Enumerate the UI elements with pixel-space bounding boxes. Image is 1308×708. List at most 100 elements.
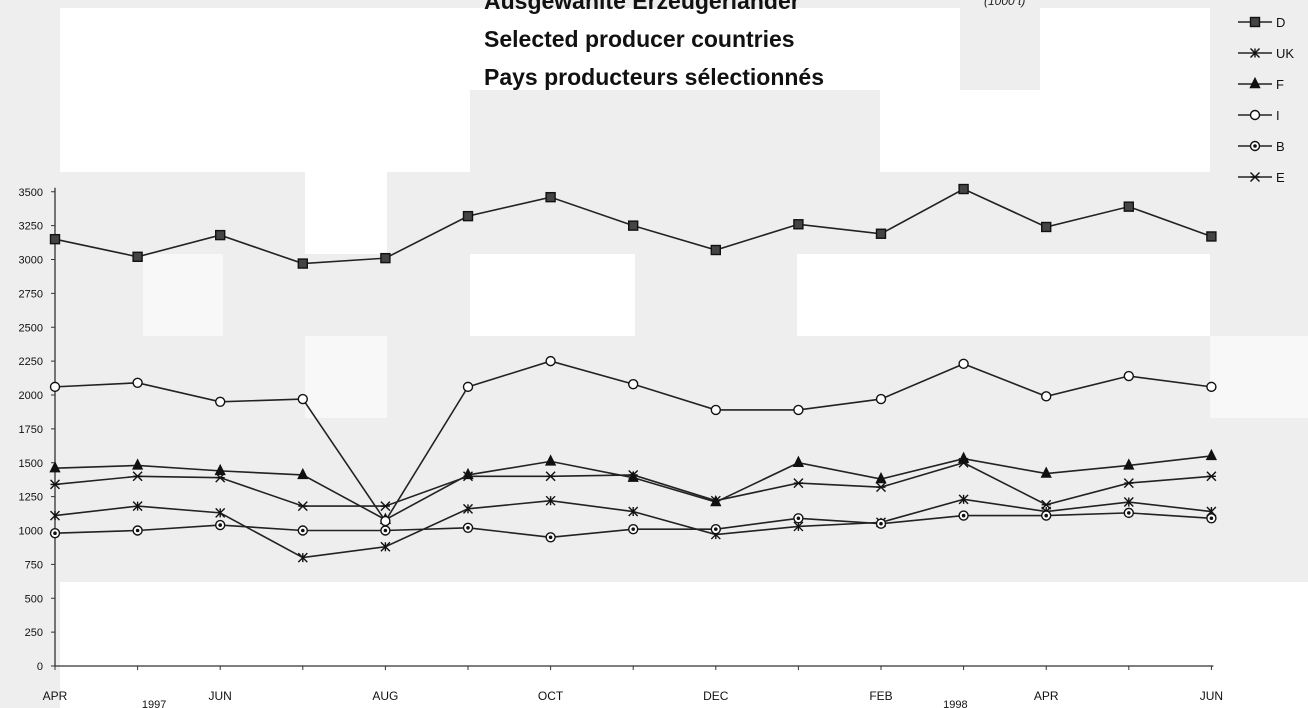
- data-point: [710, 404, 721, 416]
- data-point: [1250, 48, 1260, 58]
- x-tick-label: AUG: [372, 689, 398, 703]
- data-point: [214, 463, 226, 476]
- data-point: [628, 378, 639, 390]
- data-point: [710, 244, 721, 256]
- legend-label: E: [1276, 170, 1285, 185]
- data-point: [380, 501, 391, 512]
- data-point: [214, 519, 226, 531]
- data-point: [1123, 478, 1134, 489]
- data-point: [793, 478, 804, 489]
- data-point: [1249, 76, 1261, 89]
- data-point: [1040, 391, 1052, 402]
- data-point: [132, 377, 143, 389]
- background-panel: [143, 254, 223, 336]
- y-tick-label: 500: [25, 593, 43, 605]
- y-tick-label: 2500: [19, 322, 43, 334]
- data-point: [958, 358, 969, 370]
- data-point: [380, 252, 391, 264]
- data-point: [628, 469, 639, 480]
- legend-item-f: F: [1238, 76, 1284, 92]
- background-panel: [880, 8, 960, 172]
- x-tick-label: DEC: [703, 689, 729, 703]
- data-point: [463, 503, 473, 514]
- data-point: [462, 210, 474, 222]
- data-point: [132, 525, 143, 536]
- data-point: [131, 458, 144, 470]
- data-point: [792, 455, 805, 467]
- y-tick-label: 0: [37, 661, 43, 673]
- data-point: [215, 472, 226, 483]
- data-point: [1041, 499, 1052, 510]
- data-point: [545, 495, 556, 506]
- data-point: [214, 396, 226, 407]
- series-b: [49, 507, 1217, 543]
- axes: 0 250 500 750 1000 1250 1500 1750 2000 2250 2500 27…: [19, 187, 1224, 708]
- data-point: [297, 552, 308, 563]
- x-tick-label: JUN: [209, 689, 232, 703]
- data-point: [1249, 16, 1261, 28]
- y-tick-label: 3000: [19, 255, 43, 267]
- y-tick-label: 1000: [19, 526, 43, 538]
- data-point: [875, 518, 887, 529]
- data-point: [958, 494, 969, 505]
- background-panel: [470, 254, 635, 336]
- background-panel: [305, 172, 387, 254]
- data-point: [875, 228, 887, 239]
- y-tick-label: 2000: [19, 390, 43, 402]
- y-tick-label: 3250: [19, 221, 43, 233]
- background-panel: [1040, 8, 1210, 90]
- y-tick-label: 250: [25, 627, 43, 639]
- data-point: [1040, 466, 1052, 478]
- data-point: [1040, 510, 1052, 521]
- legend-item-uk: UK: [1238, 46, 1294, 61]
- data-point: [1249, 109, 1261, 121]
- data-point: [1123, 458, 1135, 470]
- legend-label: UK: [1276, 46, 1294, 61]
- y-tick-label: 750: [25, 559, 43, 571]
- data-point: [132, 501, 143, 512]
- data-point: [957, 451, 970, 463]
- series-i: [49, 355, 1217, 527]
- data-point: [875, 393, 887, 405]
- data-point: [49, 528, 61, 539]
- data-point: [50, 479, 60, 490]
- data-point: [1249, 140, 1261, 152]
- legend: D UK F I B E: [1238, 15, 1294, 185]
- data-point: [297, 501, 308, 512]
- data-point: [1123, 507, 1135, 519]
- legend-item-d: D: [1238, 15, 1285, 30]
- data-point: [876, 482, 886, 493]
- data-point: [214, 229, 226, 241]
- legend-label: F: [1276, 77, 1284, 92]
- data-point: [50, 510, 60, 521]
- x-tick-label: APR: [43, 689, 68, 703]
- data-point: [462, 522, 474, 533]
- data-point: [297, 393, 308, 405]
- y-tick-label: 1500: [19, 458, 43, 470]
- data-point: [463, 471, 473, 482]
- y-tick-label: 2750: [19, 288, 43, 300]
- x-tick-label: APR: [1034, 689, 1059, 703]
- background-panel: [960, 90, 1210, 172]
- legend-label: I: [1276, 108, 1280, 123]
- legend-label: B: [1276, 139, 1285, 154]
- data-point: [545, 532, 556, 543]
- x-tick-label: OCT: [538, 689, 564, 703]
- data-point: [1206, 231, 1217, 242]
- legend-item-e: E: [1238, 170, 1285, 185]
- y-tick-label: 2250: [19, 356, 43, 368]
- data-point: [544, 454, 557, 466]
- data-point: [49, 381, 61, 393]
- data-point: [793, 404, 804, 416]
- x-tick-label: FEB: [869, 689, 892, 703]
- data-point: [1205, 448, 1218, 461]
- data-point: [958, 457, 969, 468]
- data-point: [1123, 370, 1135, 382]
- year-label: 1997: [142, 699, 166, 708]
- data-point: [380, 541, 391, 552]
- year-label: 1998: [943, 699, 967, 708]
- background-panel: [305, 336, 387, 418]
- background-panel: [797, 254, 1210, 336]
- legend-item-b: B: [1238, 139, 1285, 154]
- data-point: [380, 525, 391, 536]
